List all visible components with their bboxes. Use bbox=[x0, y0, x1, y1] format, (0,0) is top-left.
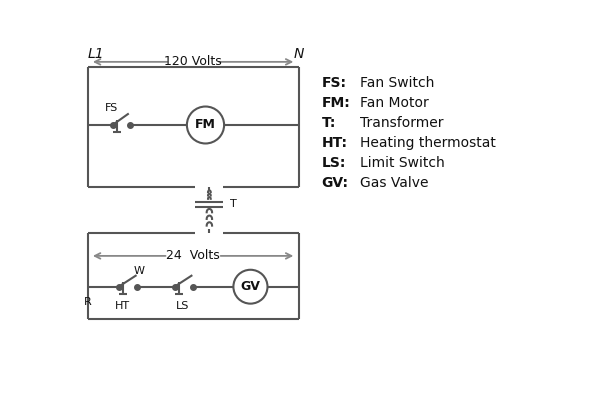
Text: FS:: FS: bbox=[322, 76, 347, 90]
Text: GV: GV bbox=[241, 280, 260, 293]
Text: L1: L1 bbox=[88, 47, 104, 61]
Text: Heating thermostat: Heating thermostat bbox=[360, 136, 496, 150]
Text: 24  Volts: 24 Volts bbox=[166, 250, 220, 262]
Text: FM: FM bbox=[195, 118, 216, 132]
Text: R: R bbox=[84, 297, 91, 307]
Text: Transformer: Transformer bbox=[360, 116, 444, 130]
Text: N: N bbox=[293, 47, 304, 61]
Text: GV:: GV: bbox=[322, 176, 349, 190]
Text: LS:: LS: bbox=[322, 156, 346, 170]
Text: HT:: HT: bbox=[322, 136, 348, 150]
Text: FS: FS bbox=[105, 103, 119, 113]
Text: Fan Switch: Fan Switch bbox=[360, 76, 435, 90]
Text: LS: LS bbox=[176, 301, 189, 311]
Text: Gas Valve: Gas Valve bbox=[360, 176, 429, 190]
Text: W: W bbox=[133, 266, 145, 276]
Text: 120 Volts: 120 Volts bbox=[164, 55, 222, 68]
Text: Fan Motor: Fan Motor bbox=[360, 96, 430, 110]
Text: T: T bbox=[230, 198, 236, 208]
Text: FM:: FM: bbox=[322, 96, 350, 110]
Text: Limit Switch: Limit Switch bbox=[360, 156, 445, 170]
Text: T:: T: bbox=[322, 116, 336, 130]
Text: HT: HT bbox=[115, 301, 130, 311]
